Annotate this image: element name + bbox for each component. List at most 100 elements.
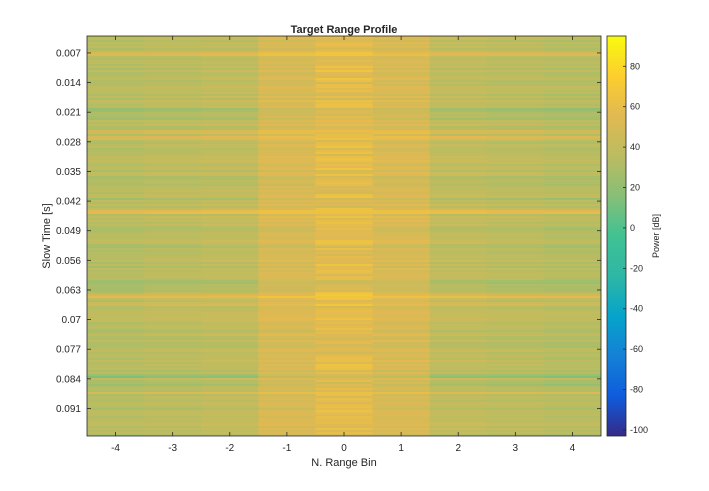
heatmap-cell — [429, 142, 488, 145]
heatmap-cell — [144, 388, 202, 391]
heatmap-cell — [315, 70, 373, 73]
heatmap-cell — [201, 166, 259, 169]
heatmap-cell — [258, 248, 316, 251]
heatmap-cell — [486, 132, 545, 135]
heatmap-cell — [315, 272, 373, 275]
heatmap-cell — [258, 360, 316, 363]
heatmap-cell — [486, 410, 545, 413]
heatmap-cell — [87, 200, 145, 203]
heatmap-cell — [543, 326, 601, 329]
heatmap-cell — [258, 220, 316, 223]
heatmap-cell — [372, 330, 431, 333]
heatmap-cell — [543, 228, 601, 231]
heatmap-cell — [486, 352, 545, 355]
heatmap-cell — [87, 252, 145, 255]
heatmap-cell — [315, 364, 373, 367]
heatmap-plot-area: -4 -3 -2 -1 0 1 2 3 4 0.0070.0140.0210.0280.0350… — [56, 35, 602, 454]
heatmap-cell — [315, 50, 373, 53]
heatmap-cell — [543, 80, 601, 83]
heatmap-cell — [201, 256, 259, 259]
heatmap-cell — [315, 312, 373, 315]
heatmap-cell — [144, 370, 202, 373]
heatmap-cell — [429, 426, 488, 429]
heatmap-cell — [315, 154, 373, 157]
heatmap-cell — [87, 232, 145, 235]
heatmap-cell — [258, 98, 316, 101]
heatmap-cell — [258, 400, 316, 403]
heatmap-cell — [543, 174, 601, 177]
heatmap-cell — [429, 92, 488, 95]
heatmap-cell — [543, 410, 601, 413]
heatmap-cell — [486, 308, 545, 311]
heatmap-cell — [429, 158, 488, 161]
heatmap-cell — [258, 306, 316, 309]
heatmap-cell — [201, 322, 259, 325]
heatmap-cell — [201, 86, 259, 89]
x-axis-ticks: -4 -3 -2 -1 0 1 2 3 4 — [111, 36, 576, 454]
heatmap-cell — [543, 94, 601, 97]
heatmap-cell — [372, 232, 431, 235]
heatmap-cell — [258, 278, 316, 281]
heatmap-cell — [258, 124, 316, 127]
heatmap-cell — [429, 84, 488, 87]
heatmap-cell — [315, 396, 373, 399]
heatmap-cell — [315, 62, 373, 65]
heatmap-cell — [372, 222, 431, 225]
heatmap-cell — [429, 364, 488, 367]
heatmap-cell — [543, 44, 601, 47]
heatmap-cell — [87, 364, 145, 367]
heatmap-cell — [543, 430, 601, 433]
heatmap-cell — [315, 284, 373, 287]
heatmap-cell — [429, 74, 488, 77]
heatmap-cell — [201, 278, 259, 281]
heatmap-cell — [87, 424, 145, 427]
x-tick-label: -4 — [111, 443, 120, 454]
heatmap-cell — [144, 312, 202, 315]
heatmap-cell — [372, 54, 431, 57]
heatmap-cell — [543, 280, 601, 283]
heatmap-cell — [144, 376, 202, 379]
heatmap-cell — [258, 104, 316, 107]
heatmap-cell — [87, 104, 145, 107]
heatmap-cell — [429, 98, 488, 101]
heatmap-cell — [201, 58, 259, 61]
heatmap-cell — [543, 276, 601, 279]
heatmap-cell — [315, 114, 373, 117]
heatmap-cell — [87, 312, 145, 315]
heatmap-cell — [144, 238, 202, 241]
heatmap-cell — [486, 254, 545, 257]
heatmap-cell — [429, 278, 488, 281]
heatmap-cell — [315, 296, 373, 299]
heatmap-cell — [144, 340, 202, 343]
heatmap-cell — [429, 296, 488, 299]
heatmap-cell — [543, 188, 601, 191]
heatmap-cell — [315, 42, 373, 45]
heatmap-cell — [315, 332, 373, 335]
heatmap-cell — [258, 216, 316, 219]
heatmap-cell — [87, 402, 145, 405]
heatmap-cell — [486, 276, 545, 279]
heatmap-cell — [429, 232, 488, 235]
heatmap-cell — [201, 274, 259, 277]
heatmap-cell — [543, 120, 601, 123]
heatmap-cell — [543, 274, 601, 277]
heatmap-cell — [486, 370, 545, 373]
heatmap-cell — [201, 332, 259, 335]
heatmap-cell — [543, 154, 601, 157]
heatmap-cell — [315, 102, 373, 105]
heatmap-cell — [87, 328, 145, 331]
heatmap-cell — [201, 190, 259, 193]
heatmap-cell — [429, 60, 488, 63]
heatmap-cell — [87, 118, 145, 121]
heatmap-cell — [315, 236, 373, 239]
heatmap-cell — [201, 222, 259, 225]
heatmap-cell — [315, 124, 373, 127]
heatmap-cell — [372, 58, 431, 61]
heatmap-cell — [87, 330, 145, 333]
heatmap-cell — [372, 250, 431, 253]
heatmap-cell — [486, 208, 545, 211]
heatmap-cell — [372, 170, 431, 173]
heatmap-cell — [258, 210, 316, 213]
heatmap-cell — [201, 336, 259, 339]
heatmap-cell — [144, 64, 202, 67]
